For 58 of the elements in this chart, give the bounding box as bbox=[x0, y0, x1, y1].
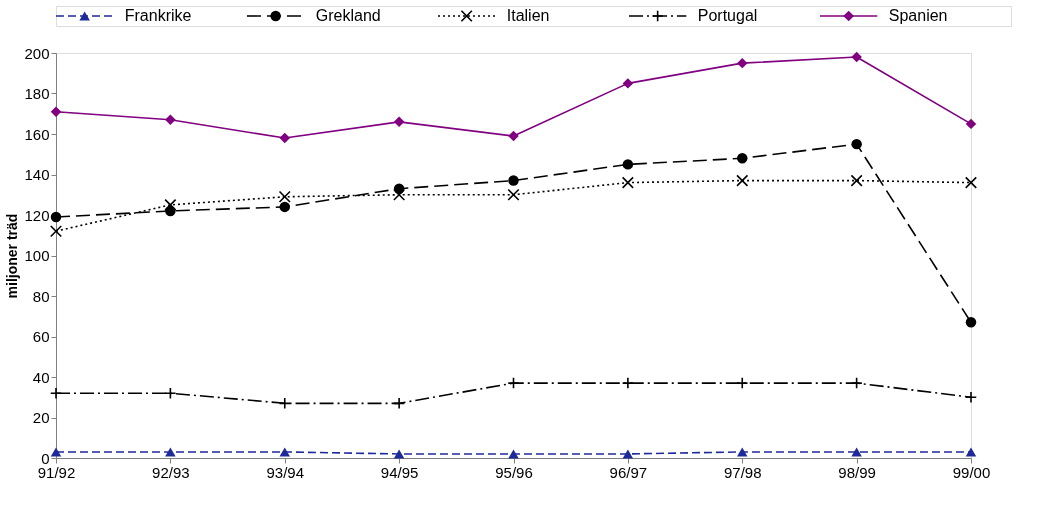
x-tick-label: 94/95 bbox=[380, 463, 419, 481]
point bbox=[965, 317, 977, 328]
y-tick-label: 120 bbox=[24, 206, 50, 224]
point bbox=[279, 201, 290, 213]
y-tick-label: 20 bbox=[32, 409, 50, 426]
point bbox=[965, 447, 977, 457]
point bbox=[851, 447, 862, 457]
point bbox=[850, 174, 863, 187]
point bbox=[622, 78, 634, 89]
x-tick-label: 96/97 bbox=[609, 463, 648, 481]
point bbox=[393, 449, 405, 459]
point bbox=[164, 387, 177, 400]
y-tick-label: 200 bbox=[24, 44, 50, 62]
point bbox=[736, 174, 749, 187]
point bbox=[50, 106, 62, 117]
y-tick-label: 100 bbox=[24, 247, 50, 264]
point bbox=[737, 153, 748, 164]
y-tick-label: 180 bbox=[24, 85, 50, 102]
legend-label: Italien bbox=[506, 7, 550, 24]
x-tick-label: 93/94 bbox=[266, 463, 305, 481]
y-tick-label: 40 bbox=[32, 368, 50, 386]
point bbox=[622, 449, 634, 459]
point bbox=[507, 188, 520, 201]
point bbox=[851, 138, 862, 150]
point bbox=[851, 51, 862, 63]
point bbox=[508, 449, 519, 459]
point bbox=[165, 114, 176, 126]
point bbox=[278, 190, 291, 203]
point bbox=[279, 132, 290, 144]
y-axis-title: miljoner träd bbox=[4, 213, 21, 299]
x-tick-label: 95/96 bbox=[495, 463, 533, 481]
y-tick-label: 80 bbox=[32, 287, 50, 305]
legend-label: Frankrike bbox=[124, 7, 192, 24]
point bbox=[50, 211, 62, 223]
x-tick-label: 98/99 bbox=[838, 463, 876, 481]
legend-label: Portugal bbox=[697, 7, 758, 24]
x-tick-label: 92/93 bbox=[152, 463, 190, 481]
point bbox=[508, 175, 519, 186]
y-tick-label: 160 bbox=[24, 125, 50, 143]
point bbox=[49, 225, 63, 238]
legend-label: Spanien bbox=[888, 7, 948, 24]
y-tick-label: 60 bbox=[32, 328, 50, 345]
point bbox=[50, 447, 62, 457]
point bbox=[164, 198, 177, 211]
point bbox=[965, 118, 977, 130]
point bbox=[964, 176, 978, 189]
legend-label: Grekland bbox=[315, 7, 381, 24]
point bbox=[737, 57, 748, 69]
point bbox=[393, 116, 405, 128]
point bbox=[278, 397, 291, 410]
x-tick-label: 97/98 bbox=[723, 463, 762, 481]
point bbox=[622, 159, 634, 170]
y-tick-label: 140 bbox=[24, 166, 50, 183]
x-tick-label: 99/00 bbox=[952, 463, 991, 481]
point bbox=[393, 188, 406, 201]
point bbox=[736, 377, 749, 390]
point bbox=[621, 176, 634, 189]
point bbox=[508, 130, 519, 142]
